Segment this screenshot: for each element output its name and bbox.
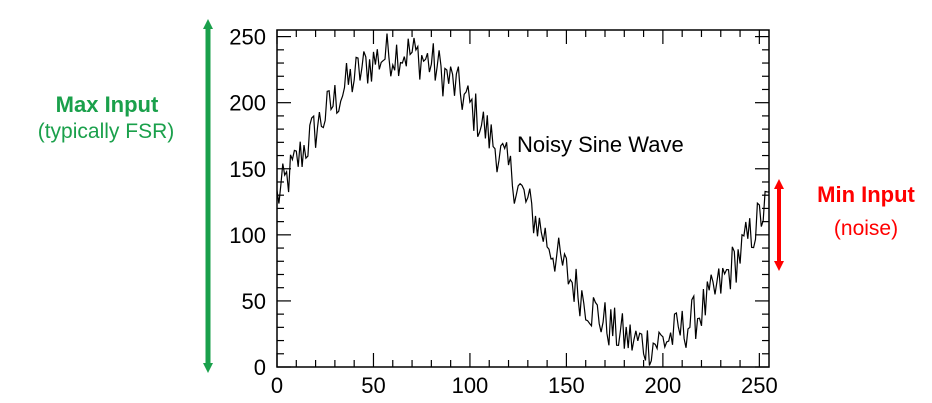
max-input-title: Max Input <box>55 92 159 117</box>
plot-annotation-noisy-sine-wave: Noisy Sine Wave <box>517 132 684 157</box>
x-tick-label: 250 <box>741 373 778 398</box>
y-tick-label: 50 <box>242 289 266 314</box>
max-input-subtitle: (typically FSR) <box>37 120 175 143</box>
x-tick-label: 0 <box>271 373 283 398</box>
x-tick-label: 50 <box>361 373 385 398</box>
x-tick-label: 100 <box>452 373 489 398</box>
min-input-title: Min Input <box>817 182 915 207</box>
axis-ticks <box>276 30 769 368</box>
y-tick-label: 100 <box>229 223 266 248</box>
x-tick-label: 150 <box>548 373 585 398</box>
y-tick-label: 250 <box>229 25 266 50</box>
noisy-sine-series-line <box>276 33 770 366</box>
axis-tick-labels: 0 50 100 150 200 250 0 50 100 150 200 250 <box>229 25 777 398</box>
min-input-subtitle: (noise) <box>833 217 899 240</box>
y-tick-label: 200 <box>229 91 266 116</box>
y-tick-label: 150 <box>229 157 266 182</box>
plot-frame <box>276 29 770 368</box>
x-tick-label: 200 <box>645 373 682 398</box>
y-tick-label: 0 <box>254 355 266 380</box>
